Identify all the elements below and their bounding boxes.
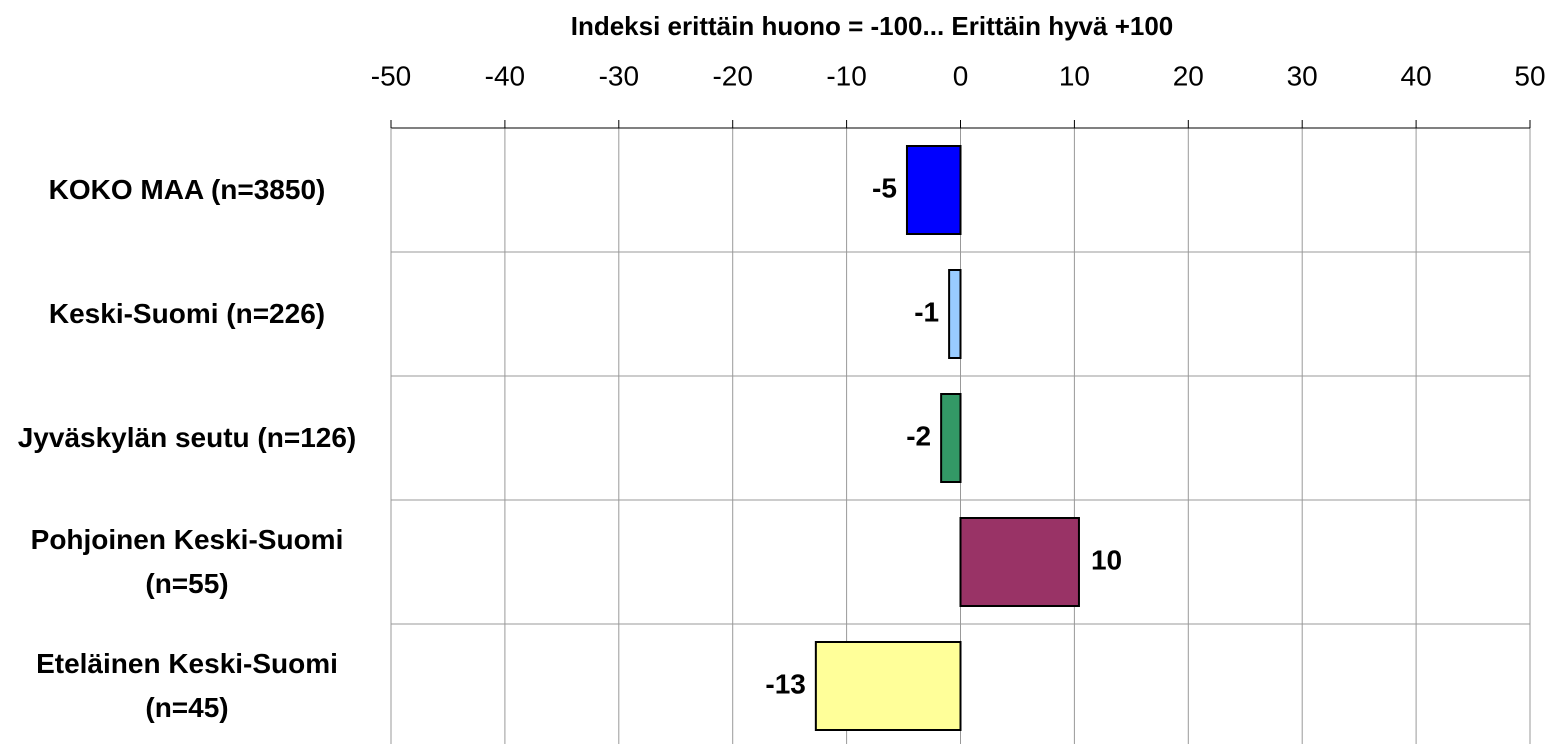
bar xyxy=(940,393,962,483)
x-tick-label: 0 xyxy=(953,60,969,91)
x-tick-label: 40 xyxy=(1401,60,1432,91)
x-tick-label: -40 xyxy=(485,60,525,91)
x-tick-label: -50 xyxy=(371,60,411,91)
data-label: -5 xyxy=(872,172,897,203)
category-label: Eteläinen Keski-Suomi (n=45) xyxy=(36,648,338,723)
category-label: Jyväskylän seutu (n=126) xyxy=(17,422,357,453)
x-tick-label: 10 xyxy=(1059,60,1090,91)
bar xyxy=(959,517,1080,607)
category-label: Keski-Suomi (n=226) xyxy=(48,298,326,329)
category-label: KOKO MAA (n=3850) xyxy=(48,174,326,205)
bar xyxy=(948,269,962,359)
x-tick-label: -20 xyxy=(712,60,752,91)
data-label: -2 xyxy=(906,420,931,451)
chart-title: Indeksi erittäin huono = -100... Erittäi… xyxy=(571,11,1174,41)
bar xyxy=(905,145,962,235)
data-label: 10 xyxy=(1091,544,1122,575)
category-label: Pohjoinen Keski-Suomi (n=55) xyxy=(30,524,344,599)
bar xyxy=(814,641,962,731)
data-label: -13 xyxy=(765,668,805,699)
x-tick-label: -10 xyxy=(826,60,866,91)
x-tick-label: 20 xyxy=(1173,60,1204,91)
x-tick-label: 50 xyxy=(1514,60,1545,91)
data-label: -1 xyxy=(914,296,939,327)
x-tick-label: 30 xyxy=(1287,60,1318,91)
x-tick-label: -30 xyxy=(599,60,639,91)
